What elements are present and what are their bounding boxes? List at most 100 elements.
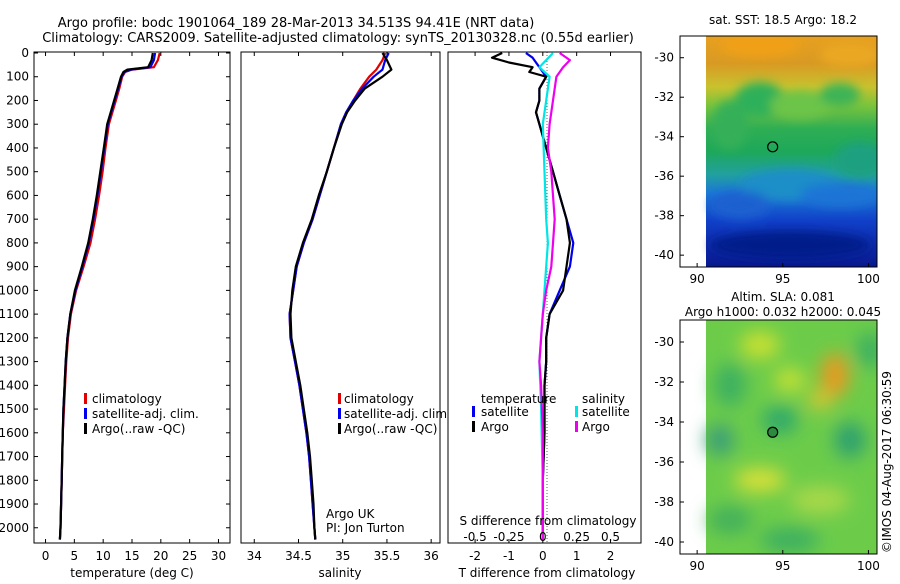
figure-title-line2: Climatology: CARS2009. Satellite-adjuste…: [42, 31, 634, 46]
map-y-tick-label: -40: [654, 248, 674, 262]
legend-t-argo-label: Argo: [481, 420, 509, 434]
depth-tick-label: 1700: [0, 450, 29, 464]
map-x-tick-label: 90: [689, 272, 704, 286]
temperature-series: [58, 52, 161, 540]
argo-location-marker: [767, 426, 779, 438]
map-y-tick-label: -36: [654, 455, 674, 469]
depth-tick-label: 1800: [0, 473, 29, 487]
depth-tick-label: 0: [21, 46, 29, 60]
legend-argo-swatch: [338, 423, 341, 434]
depth-tick-label: 500: [6, 165, 29, 179]
map-y-tick-label: -30: [654, 335, 674, 349]
legend-t-satellite-label: satellite: [481, 405, 529, 419]
series-line-argo: [490, 52, 572, 540]
x-tick-label: 35: [335, 549, 350, 563]
sla-map-ticks: 90 95 100 -30 -32 -34 -36 -38 -40: [654, 335, 879, 573]
x-tick-label: 15: [124, 549, 139, 563]
depth-tick-label: 1500: [0, 402, 29, 416]
sla-map-border: [679, 319, 878, 555]
x-tick-label: 2: [607, 549, 615, 563]
legend-s-satellite-swatch: [575, 406, 578, 417]
difference-panel: -2 -1 0 1 2 temperature salinity satellite A…: [447, 51, 642, 580]
series-line-argo: [58, 52, 154, 540]
salinity-series: [288, 52, 393, 540]
depth-tick-label: 1100: [0, 307, 29, 321]
x-tick-label: 10: [96, 549, 111, 563]
x-tick-label: 35.5: [374, 549, 401, 563]
depth-tick-label: 1400: [0, 378, 29, 392]
sla-map-panel: Altim. SLA: 0.081 Argo h1000: 0.032 h200…: [654, 290, 881, 573]
difference-x-ticks: -2 -1 0 1 2: [469, 52, 614, 563]
x-tick-label: 34: [247, 549, 262, 563]
salinity-axes-box: [240, 51, 441, 544]
series-line-argo: [289, 52, 393, 540]
temperature-axes-box: [33, 51, 231, 544]
map-y-tick-label: -32: [654, 375, 674, 389]
sla-texture: [706, 331, 877, 552]
x-tick-label: 1: [573, 549, 581, 563]
legend-s-argo-label: Argo: [582, 420, 610, 434]
argo-location-marker: [767, 141, 779, 153]
sst-map-image: [706, 36, 877, 267]
legend-climatology-swatch: [338, 393, 341, 404]
legend-climatology-label: climatology: [344, 392, 414, 406]
sst-texture: [710, 36, 877, 259]
map-y-tick-label: -30: [654, 51, 674, 65]
depth-tick-label: 200: [6, 93, 29, 107]
depth-tick-label: 1000: [0, 283, 29, 297]
annotation-pi: PI: Jon Turton: [326, 521, 405, 535]
legend-argo-label: Argo(..raw -QC): [344, 422, 437, 436]
difference-top-axis-label: S difference from climatology: [460, 514, 637, 528]
x-tick-label: 5: [71, 549, 79, 563]
top-tick-label: -0.25: [493, 530, 524, 544]
x-tick-label: -2: [469, 549, 481, 563]
depth-tick-label: 1200: [0, 331, 29, 345]
depth-tick-label: 800: [6, 236, 29, 250]
x-tick-label: 25: [182, 549, 197, 563]
depth-tick-label: 100: [6, 70, 29, 84]
legend-climatology-swatch: [84, 393, 87, 404]
temperature-x-label: temperature (deg C): [70, 566, 193, 580]
difference-series: [490, 52, 575, 540]
sla-map-title-line1: Altim. SLA: 0.081: [731, 290, 835, 304]
temperature-panel: 0100200300400500600700800900100011001200…: [0, 46, 641, 580]
difference-x-label: T difference from climatology: [458, 566, 636, 580]
annotation-argo-uk: Argo UK: [326, 507, 375, 521]
legend-satellite-swatch: [338, 408, 341, 419]
legend-satellite-swatch: [84, 408, 87, 419]
salinity-panel: 34 34.5 35 35.5 36 climatology satellite-adj…: [240, 51, 451, 580]
credit-timestamp: ©IMOS 04-Aug-2017 06:30:59: [880, 371, 894, 553]
legend-satellite-label: satellite-adj. clim.: [344, 407, 451, 421]
legend-s-satellite-label: satellite: [582, 405, 630, 419]
legend-t-argo-swatch: [472, 421, 475, 432]
sst-map-title: sat. SST: 18.5 Argo: 18.2: [709, 13, 857, 27]
difference-legend: temperature salinity satellite Argo sate…: [472, 392, 630, 434]
map-y-tick-label: -34: [654, 415, 674, 429]
map-y-tick-label: -40: [654, 535, 674, 549]
x-tick-label: 0: [42, 549, 50, 563]
salinity-legend: climatology satellite-adj. clim. Argo(..…: [338, 392, 451, 436]
legend-argo-swatch: [84, 423, 87, 434]
temperature-x-ticks: 0 5 10 15 20 25 30: [42, 52, 226, 563]
x-tick-label: 30: [211, 549, 226, 563]
salinity-x-ticks: 34 34.5 35 35.5 36: [247, 52, 439, 563]
sla-map-image: [706, 320, 877, 554]
depth-tick-label: 2000: [0, 521, 29, 535]
figure-title-line1: Argo profile: bodc 1901064_189 28-Mar-20…: [58, 16, 535, 31]
legend-salinity-title: salinity: [582, 392, 625, 406]
map-y-tick-label: -38: [654, 495, 674, 509]
temperature-legend: climatology satellite-adj. clim. Argo(..…: [84, 392, 199, 436]
depth-tick-label: 900: [6, 260, 29, 274]
map-x-tick-label: 90: [689, 559, 704, 573]
top-tick-label: -0.5: [463, 530, 486, 544]
difference-top-ticks: -0.5 -0.25 0 0.25 0.5: [463, 530, 620, 544]
map-y-tick-label: -32: [654, 90, 674, 104]
map-x-tick-label: 100: [857, 559, 880, 573]
top-tick-label: 0: [539, 530, 547, 544]
legend-temperature-title: temperature: [481, 392, 556, 406]
depth-tick-label: 300: [6, 117, 29, 131]
map-y-tick-label: -36: [654, 169, 674, 183]
sst-map-border: [679, 35, 878, 268]
